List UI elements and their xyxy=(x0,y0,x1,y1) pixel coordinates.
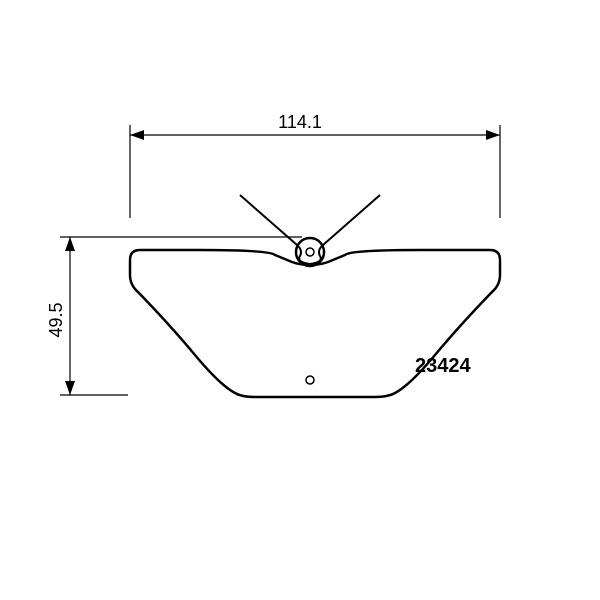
height-label: 49.5 xyxy=(46,302,66,337)
width-dimension: 114.1 xyxy=(130,112,500,218)
technical-drawing: 114.1 49.5 23424 xyxy=(0,0,600,600)
drawing-svg: 114.1 49.5 23424 xyxy=(0,0,600,600)
width-label: 114.1 xyxy=(278,112,322,132)
part-number: 23424 xyxy=(415,355,471,377)
